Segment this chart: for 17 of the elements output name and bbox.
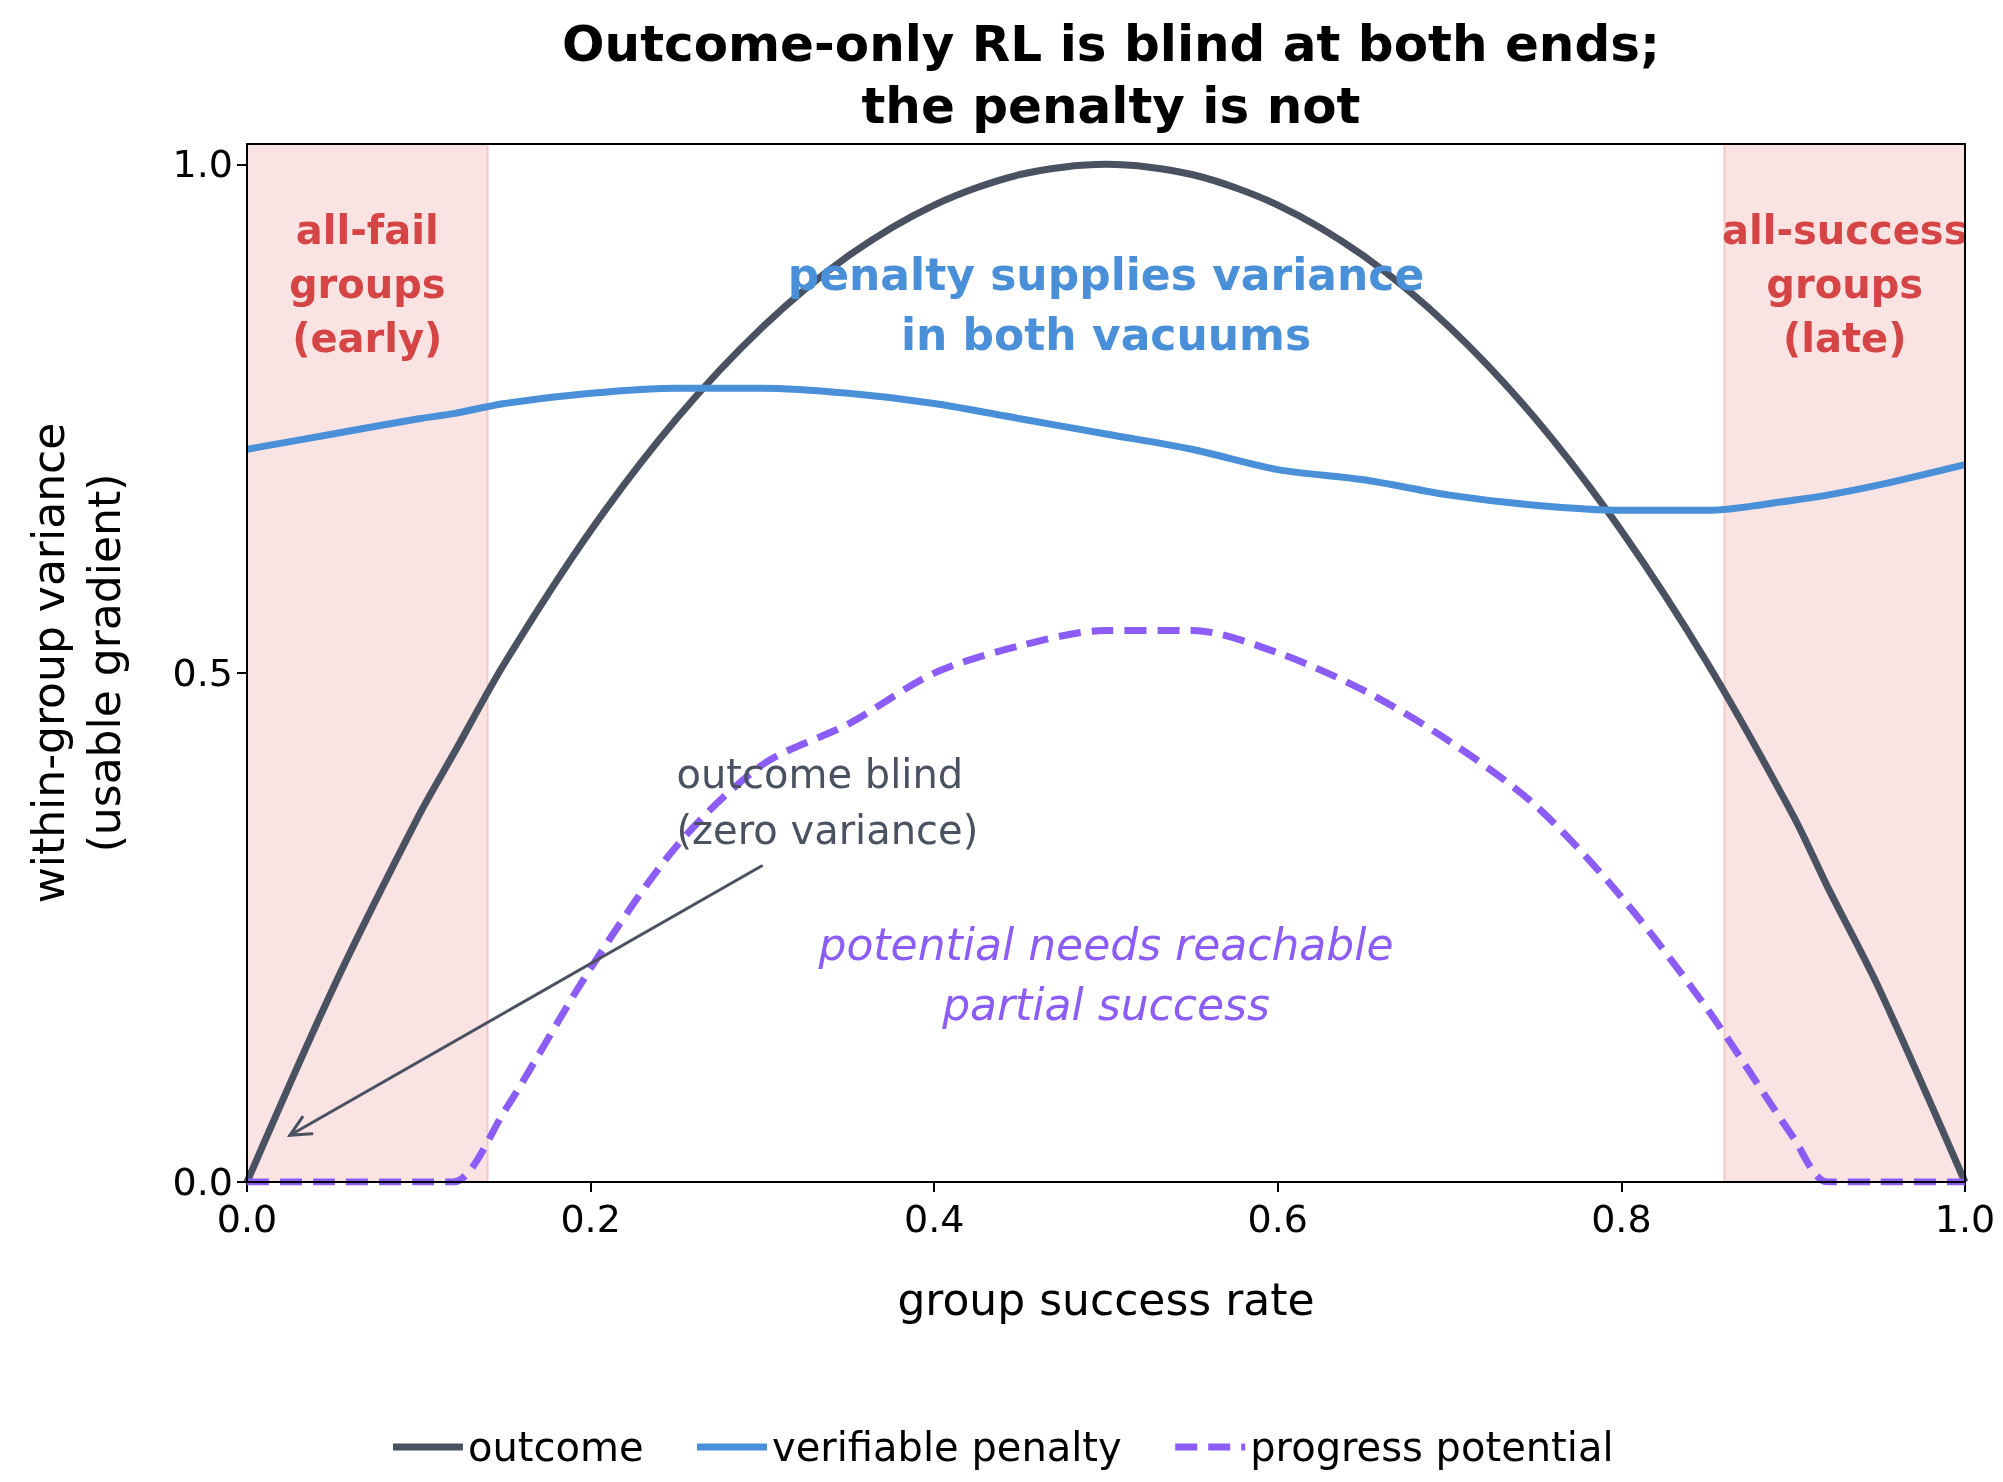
annotation: potential needs reachable partial success bbox=[817, 918, 1394, 1030]
legend-label: verifiable penalty bbox=[772, 1424, 1122, 1470]
x-tick-label: 0.8 bbox=[1591, 1197, 1652, 1241]
annotation: outcome blind (zero variance) bbox=[676, 751, 979, 854]
y-tick-label: 1.0 bbox=[172, 142, 233, 187]
x-axis-title: group success rate bbox=[897, 1273, 1315, 1325]
band-label: all-fail groups (early) bbox=[288, 207, 446, 361]
legend-label: outcome bbox=[467, 1424, 644, 1470]
x-tick-label: 1.0 bbox=[1934, 1197, 1996, 1241]
y-tick-label: 0.5 bbox=[172, 651, 233, 696]
x-tick-label: 0.2 bbox=[560, 1197, 621, 1241]
x-tick-label: 0.4 bbox=[903, 1197, 965, 1241]
chart-title: Outcome-only RL is blind at both ends; the penalty is not bbox=[562, 15, 1660, 135]
band-label: all-success groups (late) bbox=[1722, 207, 1968, 361]
x-tick-label: 0.6 bbox=[1247, 1197, 1309, 1241]
y-axis-title: within-group variance (usable gradient) bbox=[22, 422, 130, 904]
legend-label: progress potential bbox=[1250, 1424, 1614, 1470]
